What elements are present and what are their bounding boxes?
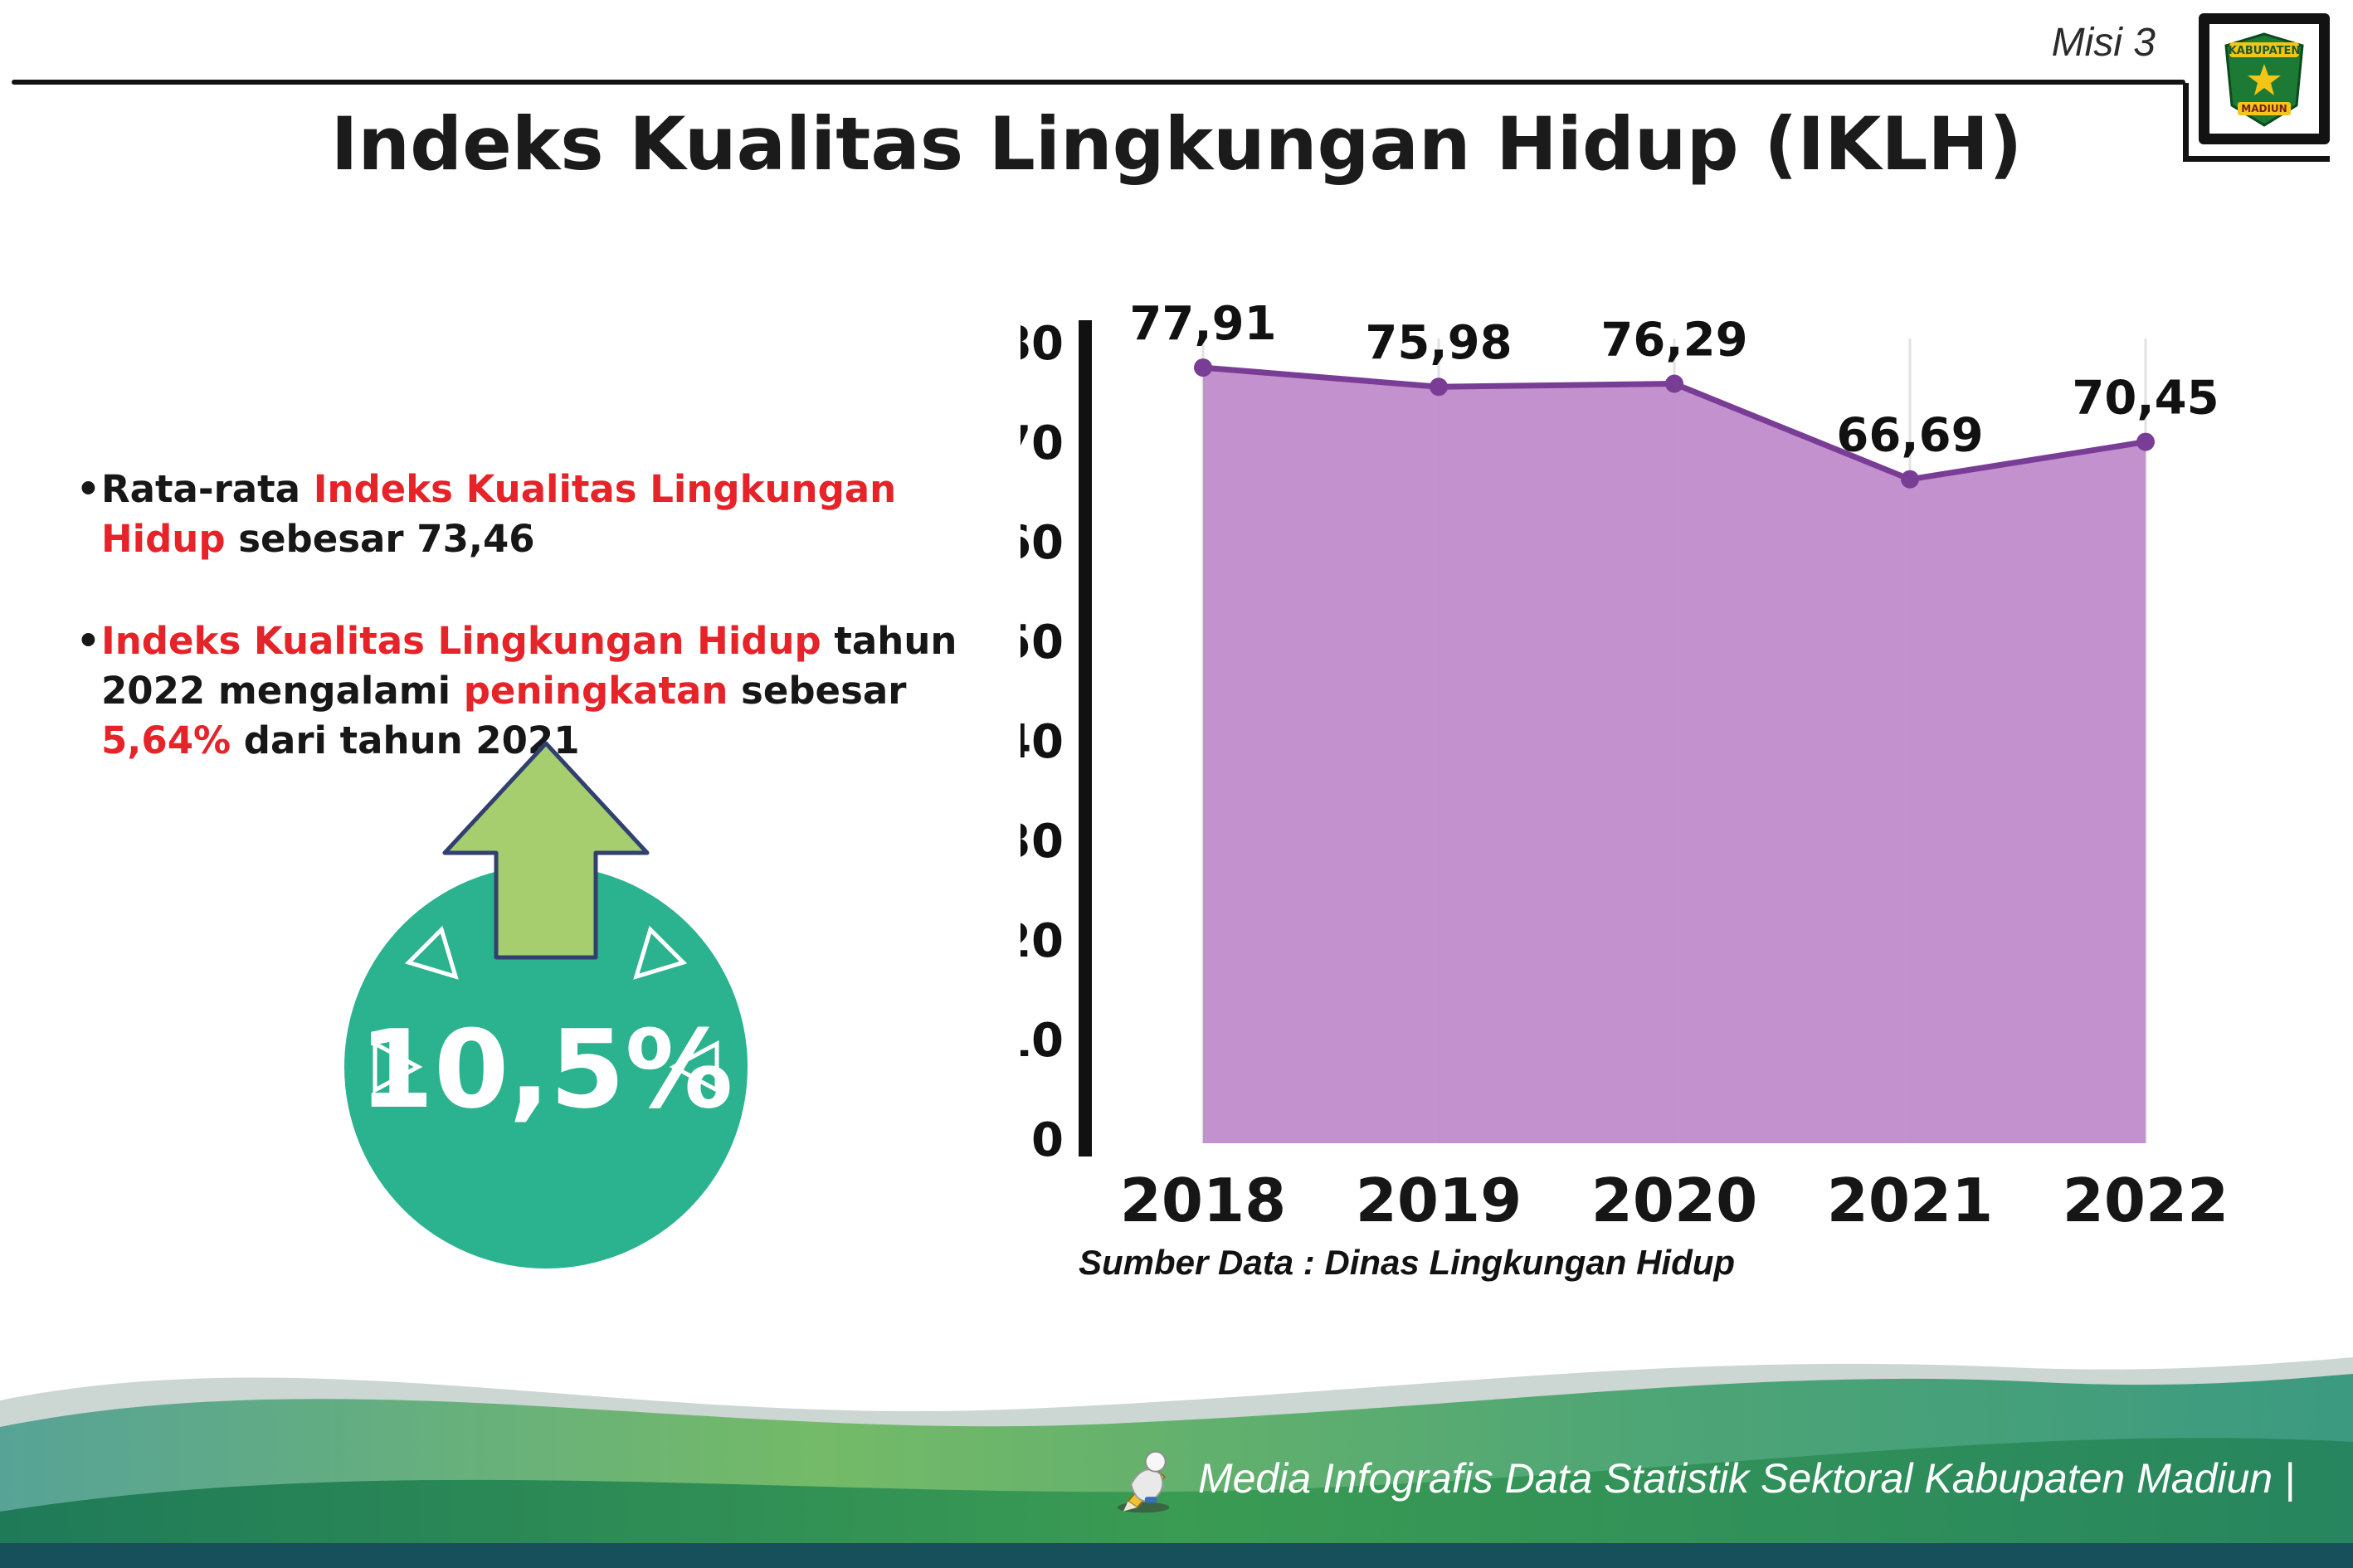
logo-emblem: KABUPATEN MADIUN [2209,24,2319,134]
data-point-label: 77,91 [1129,297,1276,351]
up-arrow-icon [442,741,650,960]
increase-percentage-value: 10,5% [358,1006,733,1132]
bullet-text-segment: Indeks Kualitas Lingkungan Hidup [101,618,821,663]
x-tick-label: 2021 [1827,1166,1993,1235]
bullet-item: Indeks Kualitas Lingkungan Hidup tahun 2… [76,616,1014,767]
data-point [1430,377,1448,397]
kabupaten-madiun-logo: KABUPATEN MADIUN [2199,13,2330,144]
data-point [2136,432,2155,451]
y-axis-bar [1079,320,1092,1157]
y-tick-label: 40 [1021,715,1064,769]
bullet-text-segment: tahun 2022 mengalami [101,618,957,713]
logo-bracket [2183,83,2189,161]
y-tick-label: 20 [1021,914,1064,968]
data-point-label: 66,69 [1836,409,1983,463]
y-tick-label: 70 [1021,416,1064,470]
footer-caption: Media Infografis Data Statistik Sektoral… [1105,1440,2295,1517]
bullet-item: Rata-rata Indeks Kualitas Lingkungan Hid… [76,465,1014,565]
chart-area: 77,91 75,98 76,29 66,69 70,45 0 10 20 30 40 50 60 70… [999,274,2265,1249]
data-point [1665,374,1683,393]
data-point [1194,358,1212,377]
percentage-circle [344,865,748,1269]
y-tick-label: 10 [1021,1014,1064,1068]
y-tick-label: 60 [1021,516,1064,570]
bullet-text-segment: 5,64% [101,718,231,763]
footer-caption-text: Media Infografis Data Statistik Sektoral… [1197,1455,2295,1502]
x-tick-label: 2019 [1356,1166,1522,1235]
increase-badge-graphic: 10,5% [344,741,748,1269]
y-tick-label: 0 [1031,1113,1064,1167]
page-title: Indeks Kualitas Lingkungan Hidup (IKLH) [330,101,2023,187]
data-source-note: Sumber Data : Dinas Lingkungan Hidup [1079,1243,1736,1282]
mascot-writer-icon [1117,1450,1170,1513]
y-tick-label: 30 [1021,815,1064,869]
bullet-text-segment: peningkatan [463,668,728,713]
coat-of-arms-icon: KABUPATEN MADIUN [2224,32,2304,127]
bullet-text-segment: sebesar 73,46 [225,517,535,562]
footer-waves [0,1357,2353,1568]
bullet-text-segment: sebesar [728,668,907,713]
area-fill [1203,368,2146,1143]
data-point-label: 76,29 [1600,314,1747,368]
bullet-text-segment: dari tahun 2021 [231,718,580,763]
svg-text:MADIUN: MADIUN [2241,103,2287,114]
bullet-text-segment: Indeks Kualitas Lingkungan Hidup [101,467,897,562]
circle-tick-marks [373,925,719,1094]
x-tick-label: 2022 [2063,1166,2229,1235]
increase-badge: 10,5% [314,735,778,1283]
bullet-list: Rata-rata Indeks Kualitas Lingkungan Hid… [76,465,1014,817]
x-tick-label: 2020 [1591,1166,1757,1235]
data-point-label: 75,98 [1365,316,1512,370]
bullet-text-segment: Rata-rata [101,467,314,511]
svg-text:KABUPATEN: KABUPATEN [2229,45,2301,57]
logo-bracket [2183,156,2330,162]
data-point [1901,470,1919,489]
misi-label: Misi 3 [2051,21,2156,65]
y-tick-label: 50 [1021,616,1064,670]
iklh-area-chart: 77,91 75,98 76,29 66,69 70,45 0 10 20 30 40 50 60 70… [999,297,2229,1235]
x-tick-label: 2018 [1120,1166,1286,1235]
header-divider [12,80,2185,85]
y-tick-label: 80 [1021,317,1064,371]
data-point-label: 70,45 [2072,372,2219,426]
